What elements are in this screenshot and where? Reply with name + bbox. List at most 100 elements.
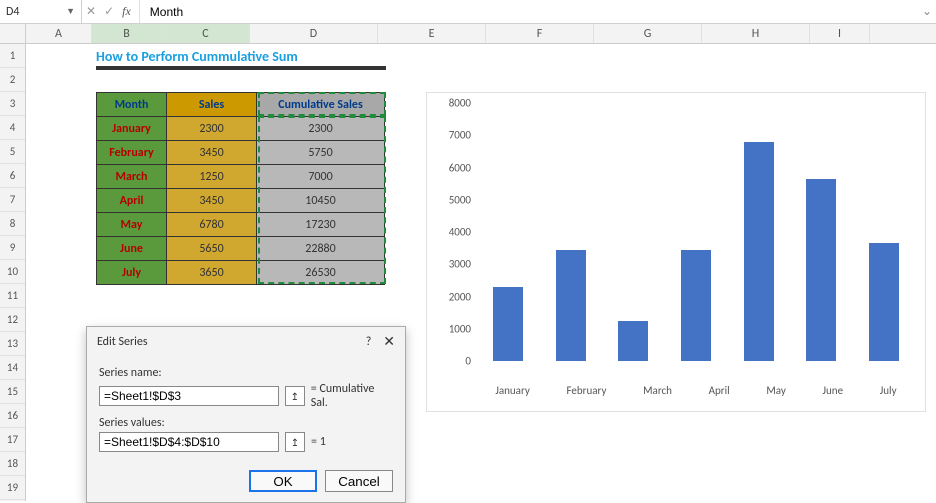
cell-cumulative[interactable]: 2300 (257, 117, 385, 141)
row-header-13[interactable]: 13 (0, 332, 25, 356)
row-header-14[interactable]: 14 (0, 356, 25, 380)
cell-cumulative[interactable]: 10450 (257, 189, 385, 213)
bar-march[interactable] (618, 321, 648, 361)
col-header-c[interactable]: C (162, 24, 250, 43)
cell-cumulative[interactable]: 7000 (257, 165, 385, 189)
select-all-corner[interactable] (0, 24, 26, 43)
cell-cumulative[interactable]: 17230 (257, 213, 385, 237)
cell-month[interactable]: June (97, 237, 167, 261)
table-row: January23002300 (97, 117, 385, 141)
row-header-11[interactable]: 11 (0, 284, 25, 308)
row-header-16[interactable]: 16 (0, 404, 25, 428)
cell-cumulative[interactable]: 26530 (257, 261, 385, 285)
row-header-1[interactable]: 1 (0, 44, 25, 68)
row-headers: 12345678910111213141516171819 (0, 44, 26, 501)
column-headers: ABCDEFGHI (0, 24, 936, 44)
row-header-2[interactable]: 2 (0, 68, 25, 92)
row-header-19[interactable]: 19 (0, 476, 25, 500)
cell-cumulative[interactable]: 5750 (257, 141, 385, 165)
bar-may[interactable] (744, 142, 774, 361)
bar-july[interactable] (869, 243, 899, 361)
series-values-input[interactable] (99, 432, 279, 452)
dialog-titlebar[interactable]: Edit Series ? ✕ (87, 327, 405, 356)
th-month: Month (97, 93, 167, 117)
worksheet-grid: 12345678910111213141516171819 How to Per… (0, 44, 936, 501)
cell-month[interactable]: March (97, 165, 167, 189)
y-tick: 6000 (427, 161, 471, 174)
ok-button[interactable]: OK (249, 470, 317, 492)
col-header-e[interactable]: E (378, 24, 486, 43)
row-header-17[interactable]: 17 (0, 428, 25, 452)
row-header-3[interactable]: 3 (0, 92, 25, 116)
fx-icon[interactable]: fx (122, 4, 131, 19)
series-name-input[interactable] (99, 386, 279, 406)
y-tick: 1000 (427, 322, 471, 335)
bar-january[interactable] (493, 287, 523, 361)
chart-plot-area (477, 103, 915, 361)
cell-month[interactable]: April (97, 189, 167, 213)
row-header-7[interactable]: 7 (0, 188, 25, 212)
help-icon[interactable]: ? (366, 335, 372, 349)
name-box-dropdown-icon[interactable]: ▼ (66, 6, 75, 17)
collapse-dialog-icon[interactable]: ↥ (285, 432, 305, 452)
name-box[interactable]: D4 ▼ (0, 0, 82, 23)
row-header-4[interactable]: 4 (0, 116, 25, 140)
cancel-formula-icon[interactable]: ✕ (86, 4, 96, 19)
cell-month[interactable]: May (97, 213, 167, 237)
cell-month[interactable]: January (97, 117, 167, 141)
formula-input[interactable] (144, 0, 918, 23)
table-row: March12507000 (97, 165, 385, 189)
cell-month[interactable]: February (97, 141, 167, 165)
x-label: June (823, 384, 844, 397)
chart-y-axis: 010002000300040005000600070008000 (427, 103, 475, 361)
series-values-label: Series values: (99, 416, 393, 430)
dialog-title: Edit Series (97, 335, 366, 349)
cell-sales[interactable]: 5650 (167, 237, 257, 261)
y-tick: 7000 (427, 129, 471, 142)
x-label: April (709, 384, 730, 397)
col-header-d[interactable]: D (250, 24, 378, 43)
cell-sales[interactable]: 3450 (167, 141, 257, 165)
close-icon[interactable]: ✕ (383, 333, 395, 350)
cancel-button[interactable]: Cancel (325, 470, 393, 492)
row-header-8[interactable]: 8 (0, 212, 25, 236)
cell-sales[interactable]: 6780 (167, 213, 257, 237)
y-tick: 5000 (427, 193, 471, 206)
y-tick: 0 (427, 355, 471, 368)
col-header-i[interactable]: I (810, 24, 870, 43)
row-header-10[interactable]: 10 (0, 260, 25, 284)
formula-bar-buttons: ✕ ✓ fx (82, 4, 135, 19)
embedded-chart[interactable]: 010002000300040005000600070008000 Januar… (426, 92, 926, 412)
col-header-f[interactable]: F (486, 24, 594, 43)
col-header-g[interactable]: G (594, 24, 702, 43)
cell-month[interactable]: July (97, 261, 167, 285)
x-label: March (643, 384, 672, 397)
row-header-5[interactable]: 5 (0, 140, 25, 164)
bar-february[interactable] (556, 250, 586, 361)
expand-formula-bar-icon[interactable]: ⌄ (918, 4, 936, 19)
row-header-6[interactable]: 6 (0, 164, 25, 188)
cells-area[interactable]: How to Perform Cummulative Sum Month Sal… (26, 44, 936, 501)
col-header-a[interactable]: A (26, 24, 92, 43)
row-header-18[interactable]: 18 (0, 452, 25, 476)
bar-april[interactable] (681, 250, 711, 361)
cell-sales[interactable]: 3650 (167, 261, 257, 285)
col-header-b[interactable]: B (92, 24, 162, 43)
y-tick: 8000 (427, 97, 471, 110)
table-row: April345010450 (97, 189, 385, 213)
y-tick: 4000 (427, 226, 471, 239)
collapse-dialog-icon[interactable]: ↥ (285, 386, 305, 406)
cell-sales[interactable]: 1250 (167, 165, 257, 189)
row-header-12[interactable]: 12 (0, 308, 25, 332)
row-header-9[interactable]: 9 (0, 236, 25, 260)
col-header-h[interactable]: H (702, 24, 810, 43)
title-underline (96, 66, 386, 70)
cell-cumulative[interactable]: 22880 (257, 237, 385, 261)
bar-june[interactable] (806, 179, 836, 361)
row-header-15[interactable]: 15 (0, 380, 25, 404)
x-label: May (766, 384, 785, 397)
formula-bar: D4 ▼ ✕ ✓ fx ⌄ (0, 0, 936, 24)
cell-sales[interactable]: 3450 (167, 189, 257, 213)
accept-formula-icon[interactable]: ✓ (104, 4, 114, 19)
cell-sales[interactable]: 2300 (167, 117, 257, 141)
